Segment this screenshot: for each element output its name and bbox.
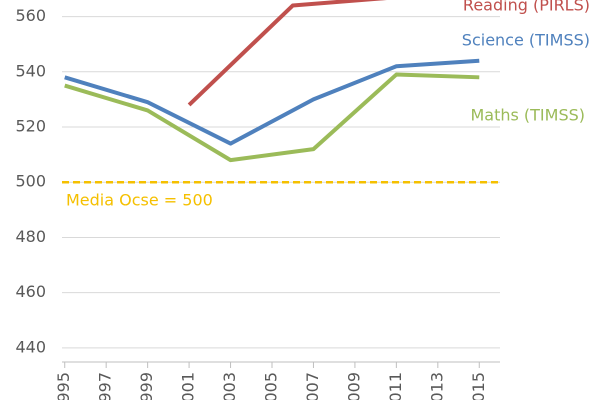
series-label: Maths (TIMSS) xyxy=(470,106,585,125)
y-tick-label: 460 xyxy=(15,282,46,301)
y-tick-label: 560 xyxy=(15,6,46,25)
x-tick-label: 2003 xyxy=(220,372,239,400)
line xyxy=(187,0,387,107)
line xyxy=(64,58,480,146)
x-tick-label: 1999 xyxy=(137,372,156,400)
y-tick-label: 440 xyxy=(15,337,46,356)
y-tick-label: 500 xyxy=(15,172,46,191)
series-label: Reading (PIRLS) xyxy=(463,0,590,15)
line xyxy=(64,72,480,163)
y-tick-label: 480 xyxy=(15,227,46,246)
x-tick-label: 2009 xyxy=(344,372,363,400)
x-tick-label: 2005 xyxy=(262,372,281,400)
x-tick-label: 2001 xyxy=(179,372,198,400)
reference-label: Media Ocse = 500 xyxy=(66,191,213,210)
x-tick-label: 2013 xyxy=(427,372,446,400)
x-tick-label: 2011 xyxy=(386,372,405,400)
x-tick-label: 2015 xyxy=(469,372,488,400)
y-tick-label: 520 xyxy=(15,117,46,136)
x-tick-label: 2007 xyxy=(303,372,322,400)
x-tick-label: 1997 xyxy=(96,372,115,400)
y-tick-label: 540 xyxy=(15,61,46,80)
series-label: Science (TIMSS) xyxy=(462,31,590,50)
x-tick-label: 1995 xyxy=(54,372,73,400)
